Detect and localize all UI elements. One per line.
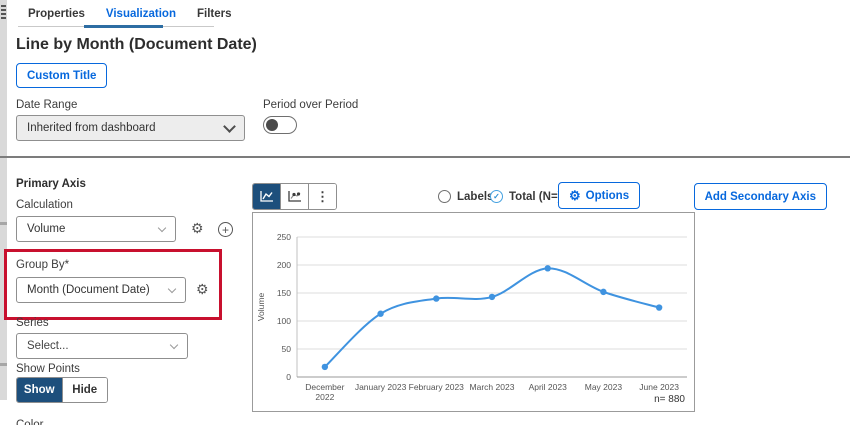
- svg-text:200: 200: [277, 260, 291, 270]
- custom-title-button[interactable]: Custom Title: [16, 63, 108, 88]
- section-divider: [0, 156, 850, 158]
- series-label: Series: [16, 317, 49, 329]
- grip-icon: [1, 5, 6, 21]
- chevron-down-icon: [169, 340, 179, 349]
- show-points-segmented-control: Show Hide: [16, 377, 108, 403]
- chart-container: 0 50 100 150 200 250 Volume December 2022 January…: [252, 212, 695, 412]
- series-placeholder: Select...: [27, 340, 69, 352]
- svg-text:May 2023: May 2023: [585, 382, 623, 392]
- svg-text:January 2023: January 2023: [355, 382, 407, 392]
- chevron-down-icon: [157, 223, 167, 232]
- total-n-control[interactable]: ✓ Total (N=): [490, 190, 562, 203]
- grip-dash: [0, 222, 7, 225]
- chart-type-toolbar: ⋮: [252, 183, 337, 210]
- line-chart-type-button[interactable]: [253, 184, 280, 209]
- date-range-value: Inherited from dashboard: [27, 122, 156, 134]
- show-points-label: Show Points: [16, 363, 80, 375]
- check-circle-icon: ✓: [490, 190, 503, 203]
- options-button[interactable]: ⚙ Options: [558, 182, 641, 209]
- page-title: Line by Month (Document Date): [16, 36, 257, 53]
- calculation-label: Calculation: [16, 199, 73, 211]
- toggle-knob: [266, 118, 278, 131]
- options-button-label: Options: [585, 189, 630, 202]
- date-range-label: Date Range: [16, 99, 78, 111]
- radio-unchecked-icon: [438, 190, 451, 203]
- gear-icon: ⚙: [569, 188, 581, 203]
- calculation-gear-icon[interactable]: ⚙: [191, 220, 204, 236]
- tab-filters[interactable]: Filters: [196, 8, 232, 20]
- labels-radio[interactable]: Labels: [438, 190, 493, 203]
- point-chart-type-button[interactable]: [280, 184, 308, 209]
- line-chart-icon: [260, 191, 273, 202]
- show-points-show-button[interactable]: Show: [17, 378, 62, 402]
- chart-more-options-button[interactable]: ⋮: [308, 184, 336, 209]
- chevron-down-icon: [223, 120, 236, 133]
- kebab-menu-icon: ⋮: [316, 189, 329, 204]
- grip-dash: [0, 363, 7, 366]
- svg-text:April 2023: April 2023: [529, 382, 568, 392]
- svg-text:100: 100: [277, 316, 291, 326]
- add-secondary-axis-button[interactable]: Add Secondary Axis: [693, 183, 827, 210]
- svg-text:50: 50: [282, 344, 292, 354]
- calculation-value: Volume: [27, 223, 66, 235]
- svg-text:June 2023: June 2023: [639, 382, 679, 392]
- svg-text:March 2023: March 2023: [470, 382, 515, 392]
- tab-visualization[interactable]: Visualization: [105, 8, 176, 20]
- chart-points-icon: [288, 191, 301, 202]
- svg-text:December: December: [305, 382, 344, 392]
- svg-text:150: 150: [277, 288, 291, 298]
- group-by-label: Group By*: [16, 259, 70, 271]
- svg-text:February 2023: February 2023: [409, 382, 465, 392]
- svg-text:n= 880: n= 880: [654, 394, 685, 405]
- active-tab-indicator: [84, 25, 163, 28]
- add-metric-icon[interactable]: +: [218, 222, 233, 237]
- total-n-label: Total (N=): [509, 190, 562, 203]
- color-section-label: Color: [16, 419, 44, 425]
- svg-text:2022: 2022: [315, 392, 334, 402]
- svg-text:0: 0: [286, 372, 291, 382]
- svg-text:Volume: Volume: [256, 293, 266, 322]
- chevron-down-icon: [167, 284, 177, 293]
- primary-axis-heading: Primary Axis: [16, 178, 86, 190]
- labels-radio-label: Labels: [457, 190, 494, 203]
- group-by-gear-icon[interactable]: ⚙: [196, 281, 209, 297]
- panel-resize-handle[interactable]: [0, 0, 7, 400]
- date-range-select[interactable]: Inherited from dashboard: [16, 115, 245, 141]
- show-points-hide-button[interactable]: Hide: [61, 378, 107, 402]
- series-select[interactable]: Select...: [16, 333, 188, 359]
- calculation-select[interactable]: Volume: [16, 216, 176, 242]
- tab-bar: Properties Visualization Filters: [28, 8, 232, 20]
- tab-properties[interactable]: Properties: [28, 8, 85, 20]
- period-over-period-toggle[interactable]: [263, 116, 297, 134]
- group-by-value: Month (Document Date): [27, 284, 150, 296]
- group-by-select[interactable]: Month (Document Date): [16, 277, 186, 303]
- period-over-period-label: Period over Period: [263, 99, 359, 111]
- svg-text:250: 250: [277, 232, 291, 242]
